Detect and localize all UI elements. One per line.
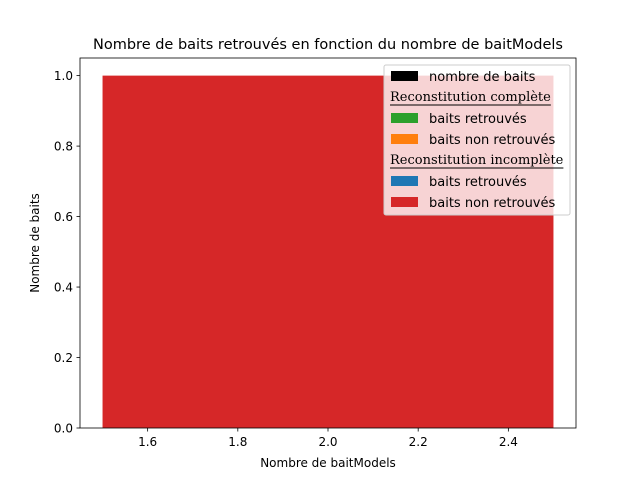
x-tick-label-4: 2.4 (499, 435, 518, 449)
legend-label-0: nombre de baits (429, 70, 536, 85)
y-axis-label: Nombre de baits (28, 193, 42, 293)
x-tick-label-0: 1.6 (138, 435, 157, 449)
legend-swatch-6 (391, 197, 418, 207)
legend: nombre de baits Reconstitution complète ba… (383, 64, 571, 216)
y-tick-label-3: 0.6 (54, 210, 73, 224)
x-tick-label-2: 2.0 (318, 435, 337, 449)
legend-box (383, 64, 571, 216)
legend-label-3: baits non retrouvés (429, 133, 555, 148)
legend-label-5: baits retrouvés (429, 175, 527, 190)
legend-swatch-2 (391, 113, 418, 123)
axes-layer: 1.6 1.8 2.0 2.2 2.4 0.0 0.2 0.4 0.6 0.8 1.0 (54, 57, 577, 449)
legend-header-4: Reconstitution incomplète (390, 153, 564, 168)
legend-header-1: Reconstitution complète (390, 90, 551, 105)
y-tick-label-1: 0.2 (54, 351, 73, 365)
y-tick-label-2: 0.4 (54, 281, 73, 295)
x-axis-label: Nombre de baitModels (260, 456, 396, 470)
y-tick-label-5: 1.0 (54, 69, 73, 83)
chart-title: Nombre de baits retrouvés en fonction du… (93, 37, 563, 53)
x-tick-label-1: 1.8 (228, 435, 247, 449)
y-tick-label-4: 0.8 (54, 140, 73, 154)
legend-swatch-0 (391, 71, 418, 81)
legend-label-6: baits non retrouvés (429, 196, 555, 211)
x-tick-label-3: 2.2 (409, 435, 428, 449)
legend-swatch-5 (391, 176, 418, 186)
legend-swatch-3 (391, 134, 418, 144)
y-tick-label-0: 0.0 (54, 422, 73, 436)
legend-label-2: baits retrouvés (429, 112, 527, 127)
